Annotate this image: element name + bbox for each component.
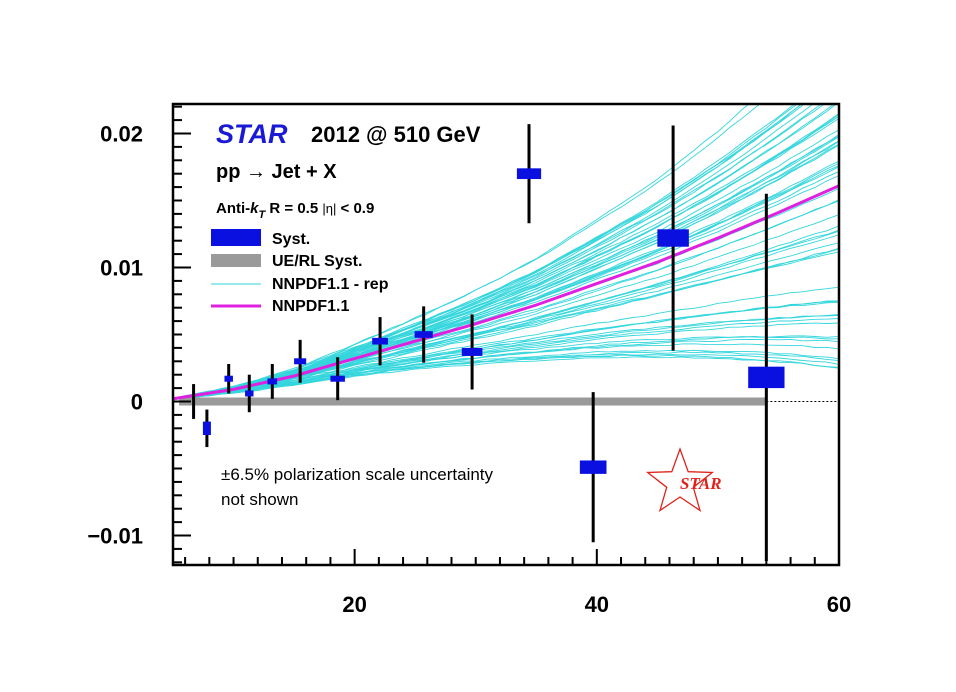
- cuts-part-sub: T: [259, 209, 267, 221]
- data-point: [245, 374, 254, 413]
- legend-syst-swatch: [211, 229, 261, 246]
- cuts-part-c: < 0.9: [336, 200, 374, 217]
- replica-curve: [173, 225, 839, 400]
- legend-syst-label: Syst.: [272, 231, 310, 248]
- legend-replica-label: NNPDF1.1 - rep: [272, 276, 389, 293]
- cuts-part-b: R = 0.5: [265, 200, 322, 217]
- data-point: [202, 409, 211, 448]
- cuts-part-a: Anti-: [216, 200, 250, 217]
- data-point: [748, 193, 785, 561]
- replica-curve: [173, 135, 839, 400]
- replica-curve: [173, 104, 796, 399]
- data-point: [267, 363, 278, 399]
- replica-curve: [173, 248, 839, 400]
- cuts-part-eta: |η|: [322, 201, 336, 216]
- ue-band-rect: [179, 397, 767, 406]
- chart-title: 2012 @ 510 GeV: [311, 122, 481, 147]
- syst-box: [330, 375, 345, 382]
- star-logo: STAR: [645, 447, 722, 513]
- data-point: [657, 125, 689, 351]
- syst-box: [516, 168, 542, 180]
- data-point: [294, 339, 307, 383]
- replica-curve: [173, 286, 839, 400]
- process-label: pp → Jet + X: [216, 161, 337, 183]
- syst-box: [372, 337, 388, 345]
- data-point: [461, 314, 483, 390]
- y-tick-label: 0.02: [100, 121, 143, 146]
- x-tick-label: 20: [342, 592, 366, 617]
- replica-curve: [173, 300, 839, 400]
- y-tick-label: 0: [131, 390, 143, 415]
- data-point: [224, 363, 233, 394]
- x-tick-label: 40: [585, 592, 609, 617]
- cuts-part-k: k: [250, 200, 259, 217]
- legend: Syst. UE/RL Syst. NNPDF1.1 - rep NNPDF1.…: [211, 229, 389, 315]
- replica-curve: [173, 104, 761, 400]
- star-title-prefix: STAR: [216, 119, 288, 149]
- data-point: [330, 357, 345, 401]
- ue-rl-systematic-band: [179, 397, 767, 406]
- data-point: [579, 392, 607, 543]
- syst-box: [414, 331, 433, 338]
- syst-box: [267, 378, 278, 385]
- axis-ticks: 20 40 60 −0.01 0 0.01 0.02: [87, 105, 851, 617]
- replica-curve: [173, 356, 839, 401]
- nnpdf-central-curve: [173, 184, 839, 401]
- central-curve-line: [173, 184, 839, 401]
- data-point: [414, 306, 433, 363]
- polarization-note-line1: ±6.5% polarization scale uncertainty: [221, 465, 494, 484]
- syst-box: [294, 358, 307, 365]
- data-point: [372, 317, 388, 366]
- syst-box: [202, 421, 211, 436]
- replica-curve: [173, 318, 839, 400]
- star-logo-icon: [645, 447, 715, 513]
- replica-curve: [173, 104, 798, 400]
- legend-ue-label: UE/RL Syst.: [272, 253, 362, 270]
- data-points: [192, 124, 785, 561]
- syst-box: [579, 460, 607, 474]
- star-logo-text: STAR: [680, 474, 722, 493]
- legend-central-label: NNPDF1.1: [272, 298, 349, 315]
- syst-box: [224, 375, 233, 382]
- syst-box: [748, 366, 785, 389]
- legend-ue-swatch: [211, 254, 261, 267]
- syst-box: [657, 229, 689, 247]
- syst-box: [245, 390, 254, 397]
- replica-curve: [173, 165, 839, 399]
- cuts-label: Anti-kT R = 0.5 |η| < 0.9: [216, 200, 374, 221]
- y-tick-label: −0.01: [87, 524, 143, 549]
- y-tick-label: 0.01: [100, 255, 143, 280]
- syst-box: [461, 347, 483, 356]
- replica-curve: [173, 104, 837, 400]
- x-tick-label: 60: [827, 592, 851, 617]
- data-point: [516, 124, 542, 224]
- polarization-note-line2: not shown: [221, 490, 299, 509]
